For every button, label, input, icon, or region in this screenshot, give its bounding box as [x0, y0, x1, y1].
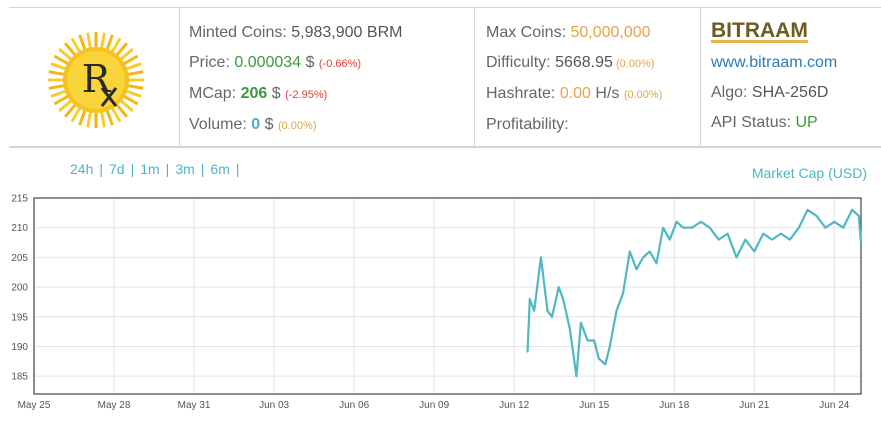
price-row: Price: 0.000034 $ (-0.66%)	[189, 54, 362, 71]
mcap-value: 206	[240, 85, 268, 102]
range-7d[interactable]: 7d	[109, 161, 125, 177]
x-tick-label: Jun 18	[659, 400, 689, 411]
hashrate-change: (0.00%)	[623, 89, 663, 101]
x-tick-label: Jun 21	[739, 400, 769, 411]
market-cap-series-line	[526, 208, 863, 378]
y-tick-label: 195	[11, 312, 28, 323]
hashrate-row: Hashrate: 0.00 H/s (0.00%)	[486, 85, 663, 102]
x-tick-label: May 25	[18, 400, 51, 411]
price-value: 0.000034	[234, 54, 302, 71]
y-tick-label: 185	[11, 372, 28, 383]
volume-value: 0	[251, 116, 261, 133]
coin-column: BITRAAM www.bitraam.com Algo: SHA-256D A…	[711, 16, 837, 138]
stats-column-2: Max Coins: 50,000,000 Difficulty: 5668.9…	[486, 18, 662, 140]
api-status-row: API Status: UP	[711, 114, 818, 131]
difficulty-value: 5668.95	[555, 54, 613, 71]
x-tick-label: May 31	[178, 400, 211, 411]
plot-area-border	[33, 197, 862, 395]
mcap-change: (-2.95%)	[285, 89, 328, 101]
stats-column-1: Minted Coins: 5,983,900 BRM Price: 0.000…	[189, 18, 402, 141]
api-status-value: UP	[795, 114, 818, 131]
range-6m[interactable]: 6m	[210, 161, 230, 177]
algo-row: Algo: SHA-256D	[711, 84, 829, 101]
minted-coins-value: 5,983,900 BRM	[291, 24, 403, 41]
y-tick-label: 205	[11, 253, 28, 264]
algo-value: SHA-256D	[751, 84, 829, 101]
price-change: (-0.66%)	[318, 58, 362, 70]
x-tick-label: Jun 03	[259, 400, 289, 411]
hashrate-value: 0.00	[559, 85, 591, 102]
coin-website-link[interactable]: www.bitraam.com	[711, 54, 838, 71]
x-tick-label: Jun 06	[339, 400, 369, 411]
y-tick-label: 190	[11, 342, 28, 353]
max-coins-value: 50,000,000	[570, 24, 651, 41]
volume-change: (0.00%)	[277, 120, 317, 132]
difficulty-row: Difficulty: 5668.95 (0.00%)	[486, 54, 655, 71]
volume-row: Volume: 0 $ (0.00%)	[189, 116, 317, 133]
range-selector: 24h | 7d | 1m | 3m | 6m |	[70, 161, 240, 177]
x-tick-label: Jun 12	[499, 400, 529, 411]
difficulty-change: (0.00%)	[612, 58, 655, 70]
x-tick-label: Jun 09	[419, 400, 449, 411]
y-tick-label: 200	[11, 283, 28, 294]
rx-sun-logo: R	[48, 32, 144, 128]
range-3m[interactable]: 3m	[175, 161, 195, 177]
max-coins-row: Max Coins: 50,000,000	[486, 24, 651, 41]
range-24h[interactable]: 24h	[70, 161, 94, 177]
x-tick-label: Jun 24	[819, 400, 849, 411]
coin-name[interactable]: BITRAAM	[711, 19, 808, 42]
x-tick-label: May 28	[98, 400, 131, 411]
chart-title: Market Cap (USD)	[751, 165, 867, 181]
coin-info-panel: R Minted Coins: 5,983,900 BRM Price: 0.0…	[9, 7, 881, 148]
minted-coins-row: Minted Coins: 5,983,900 BRM	[189, 24, 403, 41]
y-tick-label: 210	[11, 223, 28, 234]
range-1m[interactable]: 1m	[140, 161, 160, 177]
y-tick-label: 215	[11, 194, 28, 205]
market-cap-chart: 185 190 195 200 205 210 215 May 25 May 28 May 31 J…	[11, 194, 863, 411]
x-tick-label: Jun 15	[579, 400, 609, 411]
mcap-row: MCap: 206 $ (-2.95%)	[189, 85, 328, 102]
profitability-row: Profitability:	[486, 116, 569, 133]
